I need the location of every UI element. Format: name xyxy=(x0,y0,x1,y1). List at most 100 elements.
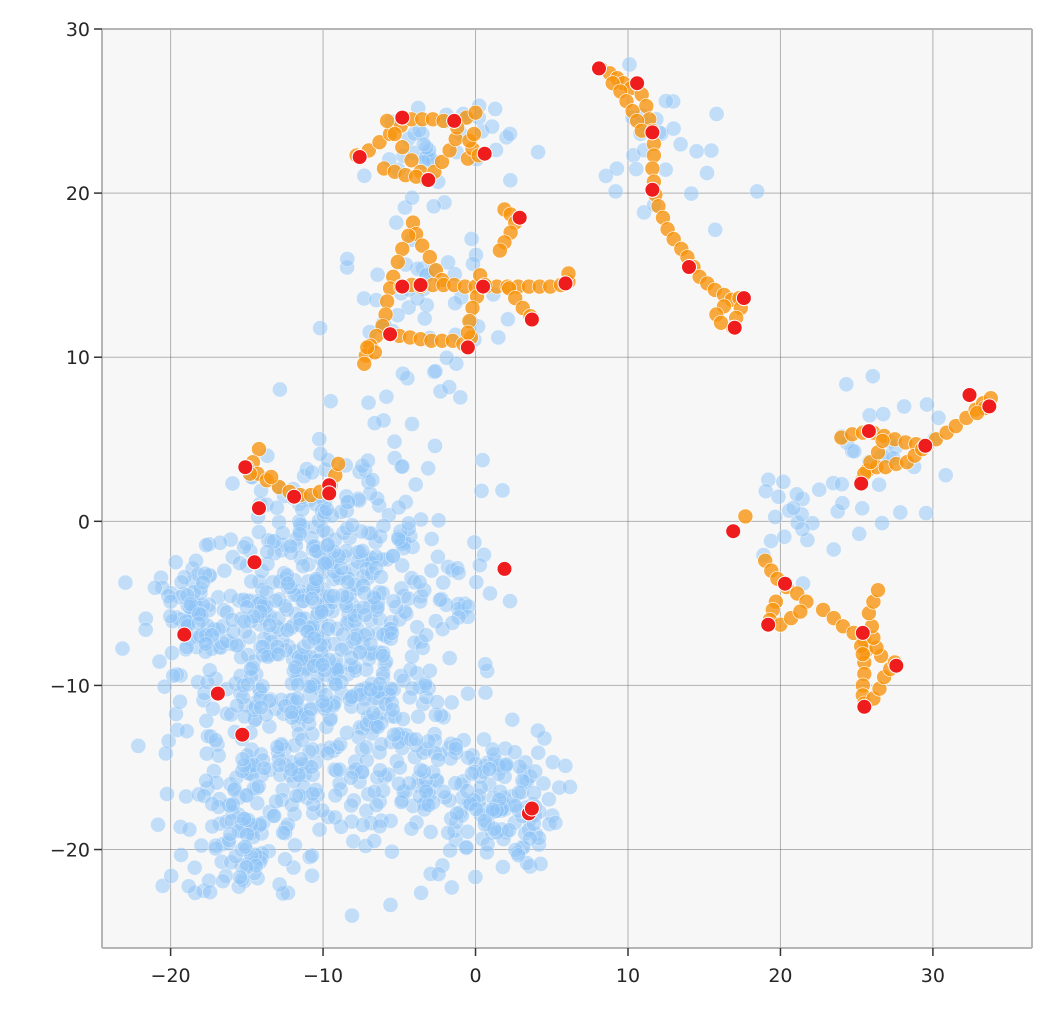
background-point-568 xyxy=(231,555,248,572)
background-point-696 xyxy=(207,840,224,857)
background-point-1277 xyxy=(482,585,498,602)
red-point-0 xyxy=(351,149,368,165)
background-point-935 xyxy=(295,558,311,574)
orange-point-15 xyxy=(403,152,420,169)
orange-point-184 xyxy=(870,582,886,599)
background-point-710 xyxy=(180,878,197,895)
background-point-673 xyxy=(181,821,198,838)
background-point-969 xyxy=(340,494,356,510)
background-point-1283 xyxy=(444,615,461,631)
background-point-1284 xyxy=(471,557,488,574)
red-point-22 xyxy=(321,485,338,502)
background-point-1075 xyxy=(430,866,447,882)
orange-point-2 xyxy=(371,134,388,150)
red-point-33 xyxy=(777,575,793,592)
background-point-838 xyxy=(522,830,538,847)
orange-point-161 xyxy=(792,603,809,620)
background-point-1013 xyxy=(464,765,480,782)
orange-point-11 xyxy=(467,104,484,121)
background-point-889 xyxy=(274,525,291,541)
background-point-1048 xyxy=(403,820,420,837)
background-point-965 xyxy=(420,460,437,477)
background-point-1121 xyxy=(339,251,356,267)
x-axis-ticks: −20 −10 0 10 20 30 xyxy=(151,948,945,987)
background-point-425 xyxy=(289,690,306,707)
orange-point-36 xyxy=(421,249,438,265)
background-point-514 xyxy=(293,751,309,768)
y-tick-label-3: 10 xyxy=(66,347,90,369)
red-point-39 xyxy=(860,423,877,440)
background-point-944 xyxy=(314,656,331,673)
red-point-34 xyxy=(760,616,777,633)
background-point-929 xyxy=(259,544,276,560)
background-point-974 xyxy=(473,483,490,499)
red-point-13 xyxy=(591,60,607,77)
background-point-1111 xyxy=(378,388,395,405)
background-point-517 xyxy=(216,562,233,579)
background-point-1233 xyxy=(825,541,842,558)
background-point-1290 xyxy=(450,565,467,581)
background-point-1217 xyxy=(874,515,890,531)
red-point-17 xyxy=(681,259,697,275)
orange-point-204 xyxy=(969,405,985,421)
background-point-337 xyxy=(198,712,215,729)
background-point-1010 xyxy=(369,719,386,735)
background-point-890 xyxy=(304,464,320,481)
background-point-1190 xyxy=(621,56,638,73)
red-point-5 xyxy=(511,209,528,226)
background-point-480 xyxy=(156,678,173,695)
background-point-1204 xyxy=(672,136,689,153)
red-point-42 xyxy=(981,398,998,415)
background-point-1197 xyxy=(707,222,724,238)
background-point-1271 xyxy=(435,574,452,591)
background-point-562 xyxy=(239,599,255,616)
background-point-968 xyxy=(373,568,389,585)
background-point-1029 xyxy=(460,685,476,702)
background-point-1205 xyxy=(665,120,682,137)
background-point-625 xyxy=(198,636,214,652)
background-point-717 xyxy=(495,859,511,875)
background-point-256 xyxy=(172,693,188,710)
background-point-678 xyxy=(222,826,239,842)
background-point-1066 xyxy=(343,797,360,814)
background-point-491 xyxy=(229,697,245,714)
background-point-646 xyxy=(287,837,303,854)
background-point-796 xyxy=(527,763,544,780)
background-point-1125 xyxy=(360,452,376,469)
background-point-1076 xyxy=(314,693,331,710)
background-point-1129 xyxy=(447,295,463,312)
background-point-441 xyxy=(158,745,174,762)
background-point-832 xyxy=(468,801,485,818)
red-point-12 xyxy=(523,311,540,328)
red-point-11 xyxy=(459,339,476,356)
background-point-1201 xyxy=(749,183,766,200)
background-point-1046 xyxy=(384,843,400,860)
background-point-1025 xyxy=(343,769,359,786)
background-point-1278 xyxy=(385,593,402,610)
background-point-1195 xyxy=(607,183,624,200)
background-point-1266 xyxy=(466,534,483,551)
background-point-1251 xyxy=(930,409,947,426)
background-point-1270 xyxy=(384,625,400,641)
background-point-958 xyxy=(319,501,335,518)
background-point-1020 xyxy=(382,897,399,913)
background-point-1004 xyxy=(422,824,439,840)
orange-point-146 xyxy=(263,469,280,485)
orange-point-35 xyxy=(414,237,431,254)
red-point-35 xyxy=(854,624,871,641)
background-point-1077 xyxy=(408,731,424,748)
background-point-621 xyxy=(190,615,207,632)
background-point-713 xyxy=(204,796,220,812)
red-point-20 xyxy=(237,459,254,476)
background-point-949 xyxy=(319,537,336,554)
red-point-6 xyxy=(394,278,411,295)
background-point-1210 xyxy=(688,143,705,160)
background-point-464 xyxy=(327,787,344,804)
red-point-38 xyxy=(853,475,870,492)
background-point-626 xyxy=(162,593,179,610)
background-point-1165 xyxy=(484,118,500,135)
background-point-1063 xyxy=(339,724,355,741)
background-point-239 xyxy=(207,732,224,748)
background-point-277 xyxy=(188,552,204,569)
